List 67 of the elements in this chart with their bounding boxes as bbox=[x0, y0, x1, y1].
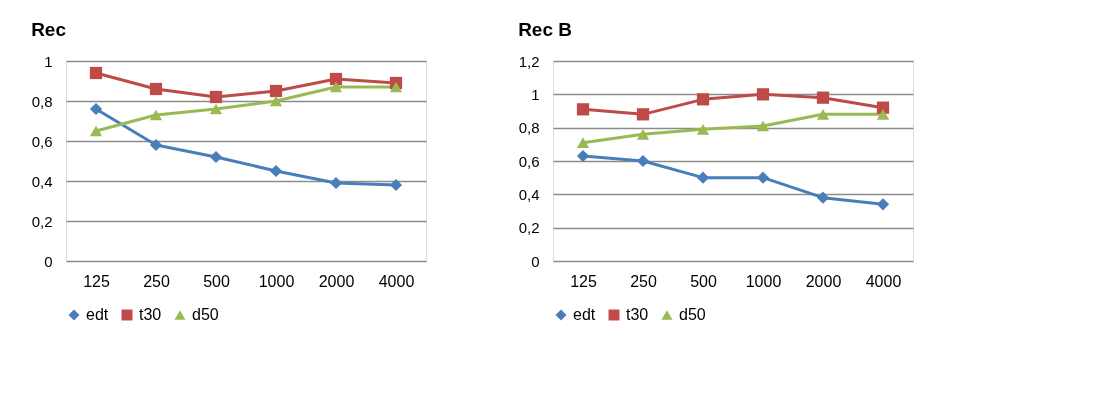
point bbox=[696, 93, 710, 106]
chart-title: Rec B bbox=[518, 19, 573, 40]
y-tick-label: 1,2 bbox=[518, 52, 540, 70]
point bbox=[149, 82, 163, 96]
point bbox=[329, 72, 343, 86]
x-tick-label: 4000 bbox=[378, 272, 415, 290]
legend-label: d50 bbox=[679, 306, 706, 323]
point bbox=[576, 137, 590, 148]
point bbox=[329, 81, 343, 93]
point bbox=[149, 138, 163, 152]
point bbox=[756, 171, 770, 184]
x-tick-label: 125 bbox=[83, 272, 110, 290]
point bbox=[696, 124, 710, 135]
y-tick-label: 1 bbox=[531, 85, 540, 103]
point bbox=[696, 171, 710, 184]
point bbox=[269, 164, 283, 178]
legend-label: edt bbox=[573, 306, 596, 323]
y-tick-label: 0 bbox=[531, 252, 540, 270]
point bbox=[209, 103, 223, 115]
point bbox=[389, 178, 403, 192]
y-tick-label: 1 bbox=[44, 52, 53, 70]
x-tick-label: 2000 bbox=[805, 272, 842, 290]
x-tick-label: 1000 bbox=[258, 272, 295, 290]
point bbox=[636, 108, 650, 121]
y-tick-label: 0,2 bbox=[31, 212, 53, 230]
y-tick-label: 0,8 bbox=[518, 119, 540, 137]
legend-label: d50 bbox=[192, 306, 219, 323]
legend-label: t30 bbox=[139, 306, 162, 323]
x-tick-label: 1000 bbox=[745, 272, 782, 290]
y-tick-label: 0,2 bbox=[518, 219, 540, 237]
point bbox=[816, 191, 830, 204]
legend-label: edt bbox=[86, 306, 109, 323]
point bbox=[89, 102, 103, 116]
point bbox=[876, 198, 890, 211]
point bbox=[756, 88, 770, 101]
y-tick-label: 0 bbox=[44, 252, 53, 270]
legend-label: t30 bbox=[626, 306, 649, 323]
point bbox=[89, 125, 103, 137]
point bbox=[209, 150, 223, 164]
point bbox=[269, 95, 283, 107]
point bbox=[576, 149, 590, 163]
point bbox=[816, 109, 830, 120]
x-tick-label: 2000 bbox=[318, 272, 355, 290]
y-tick-label: 0,4 bbox=[518, 185, 540, 203]
point bbox=[876, 109, 890, 120]
point bbox=[816, 91, 830, 104]
point bbox=[636, 154, 650, 168]
x-tick-label: 125 bbox=[570, 272, 597, 290]
point bbox=[576, 103, 590, 116]
x-tick-label: 250 bbox=[143, 272, 170, 290]
chart-title: Rec bbox=[31, 19, 67, 40]
y-tick-label: 0,6 bbox=[31, 132, 53, 150]
x-tick-label: 500 bbox=[690, 272, 717, 290]
x-tick-label: 250 bbox=[630, 272, 657, 290]
point bbox=[389, 81, 403, 93]
point bbox=[756, 120, 770, 132]
point bbox=[269, 84, 283, 98]
point bbox=[636, 129, 650, 140]
x-tick-label: 4000 bbox=[865, 272, 902, 290]
point bbox=[149, 109, 163, 121]
point bbox=[329, 176, 343, 190]
y-tick-label: 0,4 bbox=[31, 172, 53, 190]
point bbox=[209, 90, 223, 104]
y-tick-label: 0,8 bbox=[31, 92, 53, 110]
point bbox=[89, 66, 103, 80]
y-tick-label: 0,6 bbox=[518, 152, 540, 170]
x-tick-label: 500 bbox=[203, 272, 230, 290]
